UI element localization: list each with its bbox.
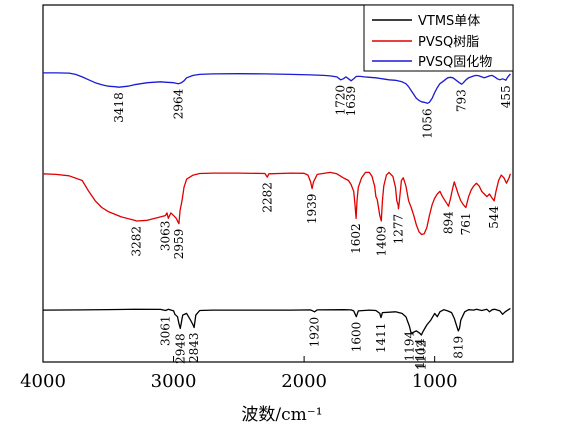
series-line-2 xyxy=(43,72,511,104)
legend-label-2: PVSQ固化物 xyxy=(418,55,492,70)
peak-label-1056: 1056 xyxy=(420,108,434,139)
x-axis-ticks: 4000 3000 2000 1000 xyxy=(20,356,458,392)
peak-label-1720: 1720 xyxy=(334,85,348,116)
x-tick-label-1000: 1000 xyxy=(412,371,458,392)
series-line-0 xyxy=(42,307,511,336)
peak-label-2964: 2964 xyxy=(171,88,185,119)
peak-label-819: 819 xyxy=(451,336,465,359)
plot-frame xyxy=(42,4,514,363)
peak-label-1114: 1114 xyxy=(413,338,427,369)
peak-label-1409: 1409 xyxy=(374,226,388,257)
series-line-1 xyxy=(42,171,512,236)
legend: VTMS单体 PVSQ树脂 PVSQ固化物 xyxy=(363,4,514,72)
peak-label-3418: 3418 xyxy=(112,92,126,123)
peak-label-455: 455 xyxy=(499,85,513,108)
x-axis-label: 波数/cm⁻¹ xyxy=(241,405,322,425)
peak-label-1639: 1639 xyxy=(344,86,358,117)
legend-label-1: PVSQ树脂 xyxy=(418,35,479,50)
x-tick-label-4000: 4000 xyxy=(20,371,66,392)
legend-label-0: VTMS单体 xyxy=(418,14,480,29)
peak-label-894: 894 xyxy=(442,211,456,234)
x-tick-label-3000: 3000 xyxy=(151,371,197,392)
peak-label-1602: 1602 xyxy=(349,223,363,254)
peak-label-1102: 1102 xyxy=(414,340,428,371)
x-tick-label-2000: 2000 xyxy=(281,371,327,392)
peak-label-3063: 3063 xyxy=(158,221,172,252)
series-curves xyxy=(42,72,512,336)
peak-label-2948: 2948 xyxy=(173,333,187,364)
peak-label-2959: 2959 xyxy=(172,229,186,260)
peak-label-3282: 3282 xyxy=(130,226,144,257)
peak-label-1939: 1939 xyxy=(305,194,319,225)
peak-label-1411: 1411 xyxy=(374,323,388,354)
peak-label-2282: 2282 xyxy=(260,182,274,213)
peak-label-1920: 1920 xyxy=(308,317,322,348)
peak-label-1194: 1194 xyxy=(402,331,416,362)
peak-label-793: 793 xyxy=(455,89,469,112)
peak-label-2843: 2843 xyxy=(187,333,201,364)
peak-label-1277: 1277 xyxy=(392,214,406,245)
peak-label-761: 761 xyxy=(459,213,473,236)
peak-label-1600: 1600 xyxy=(349,322,363,353)
peak-label-3061: 3061 xyxy=(159,316,173,347)
peak-label-544: 544 xyxy=(487,205,501,228)
legend-box xyxy=(363,4,514,72)
